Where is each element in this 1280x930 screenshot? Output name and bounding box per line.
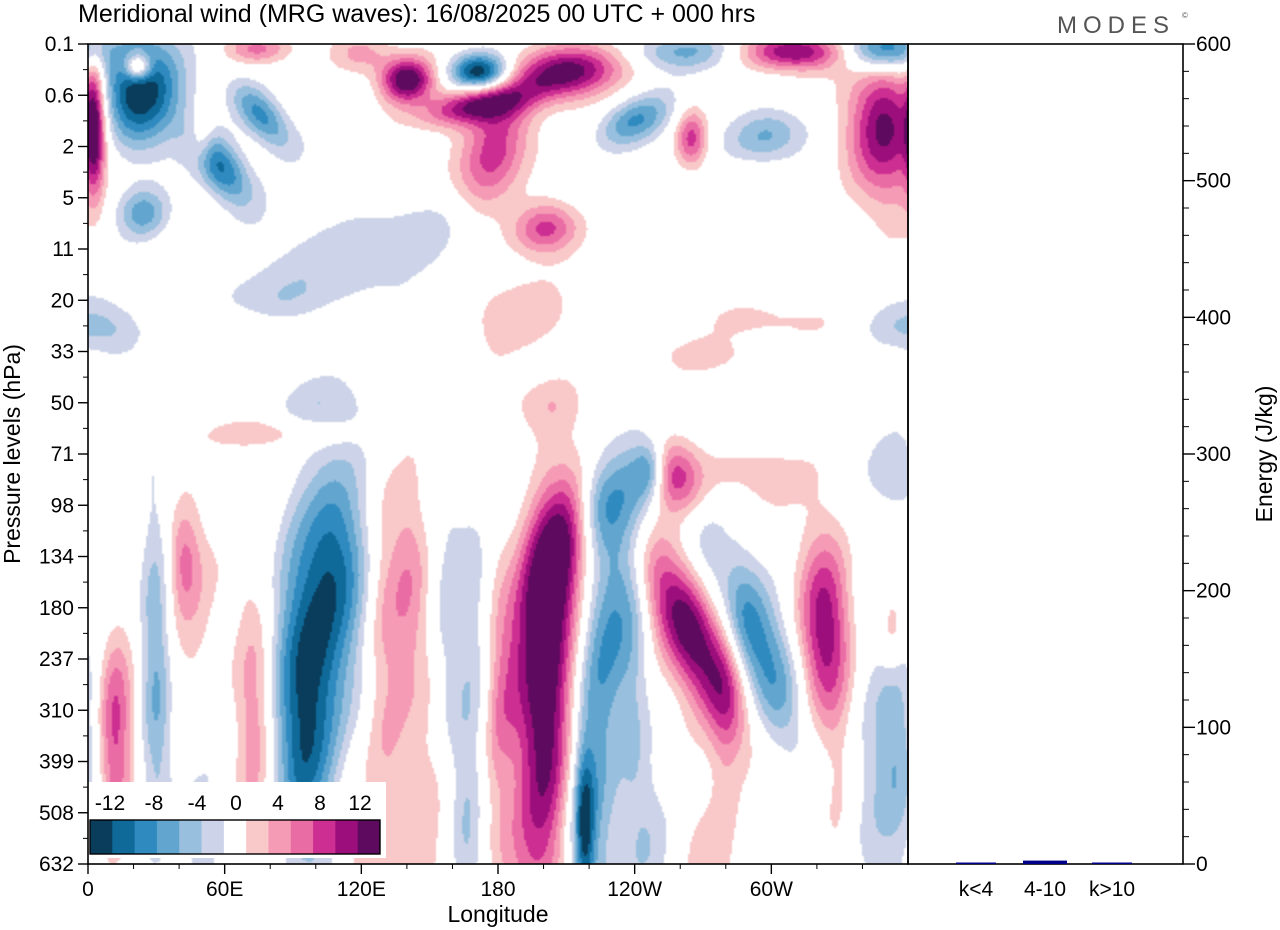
y-tick-label: 310 (39, 699, 74, 722)
y-tick-label: 508 (39, 802, 74, 825)
y-tick-label: 134 (39, 546, 74, 569)
energy-bar-3 (1092, 862, 1132, 864)
colorbar-swatch (223, 820, 247, 854)
colorbar-label: 4 (272, 792, 284, 815)
energy-category-label: k<4 (959, 878, 994, 901)
x-tick-label: 0 (82, 878, 94, 901)
x-tick-label: 120W (607, 878, 662, 901)
colorbar-swatch (357, 820, 381, 854)
energy-tick-label: 400 (1196, 306, 1231, 329)
colorbar-frame (89, 819, 381, 855)
colorbar-swatch (156, 820, 180, 854)
contour-field (88, 44, 908, 864)
energy-category-label: k>10 (1089, 878, 1135, 901)
energy-axis: 0 100 200 300 400 500 600 (1183, 33, 1231, 876)
y-tick-label: 11 (52, 238, 74, 261)
energy-axis-label: Energy (J/kg) (1251, 386, 1277, 523)
energy-tick-label: 300 (1196, 443, 1231, 466)
logo-registered-mark: © (1182, 11, 1188, 20)
y-tick-label: 180 (39, 597, 74, 620)
colorbar-label: 12 (348, 792, 371, 815)
x-tick-label: 60E (206, 878, 243, 901)
energy-tick-label: 200 (1196, 580, 1231, 603)
x-axis-label: Longitude (447, 901, 548, 927)
y-tick-label: 632 (39, 853, 74, 876)
y-tick-label: 71 (51, 443, 74, 466)
energy-panel-frame (907, 43, 1184, 865)
colorbar-swatch (313, 820, 336, 854)
energy-tick-label: 100 (1196, 716, 1231, 739)
colorbar-swatch (201, 820, 225, 854)
y-tick-label: 50 (51, 392, 74, 415)
y-tick-label: 0.1 (45, 33, 74, 56)
y-axis-label: Pressure levels (hPa) (0, 344, 25, 564)
energy-tick-label: 500 (1196, 170, 1231, 193)
y-tick-label: 20 (51, 289, 74, 312)
modes-logo: MODES (1057, 12, 1175, 39)
energy-bar-2 (1023, 860, 1067, 864)
colorbar-swatch (268, 820, 292, 854)
y-tick-label: 5 (62, 187, 74, 210)
pressure-axis: 0.1 0.6 2 5 11 20 33 50 71 98 134 180 237 310 399 508 63… (39, 33, 88, 876)
y-tick-label: 98 (51, 494, 74, 517)
colorbar-label: -12 (95, 792, 125, 815)
y-tick-label: 399 (39, 751, 74, 774)
energy-bar-1 (956, 862, 996, 864)
colorbar-label: -4 (188, 792, 207, 815)
energy-tick-label: 0 (1196, 853, 1208, 876)
colorbar-swatch (335, 820, 359, 854)
y-tick-label: 2 (62, 136, 74, 159)
y-tick-label: 0.6 (45, 84, 74, 107)
colorbar-label: 8 (314, 792, 326, 815)
longitude-axis: 0 60E 120E 180 120W 60W (82, 864, 863, 901)
energy-bars: k<4 4-10 k>10 (956, 860, 1135, 901)
x-tick-label: 180 (480, 878, 515, 901)
colorbar-swatch (112, 820, 136, 854)
colorbar-swatch (134, 820, 158, 854)
x-tick-label: 120E (337, 878, 386, 901)
colorbar: -12 -8 -4 0 4 8 12 (86, 782, 386, 858)
chart-title: Meridional wind (MRG waves): 16/08/2025 … (78, 0, 755, 28)
colorbar-swatch (290, 820, 314, 854)
energy-tick-label: 600 (1196, 33, 1231, 56)
x-tick-label: 60W (750, 878, 793, 901)
y-tick-label: 237 (39, 648, 74, 671)
colorbar-swatch (90, 820, 113, 854)
y-tick-label: 33 (51, 341, 74, 364)
colorbar-label: 0 (230, 792, 242, 815)
colorbar-swatch (246, 820, 269, 854)
colorbar-swatch (179, 820, 203, 854)
colorbar-label: -8 (145, 792, 164, 815)
energy-category-label: 4-10 (1024, 878, 1066, 901)
